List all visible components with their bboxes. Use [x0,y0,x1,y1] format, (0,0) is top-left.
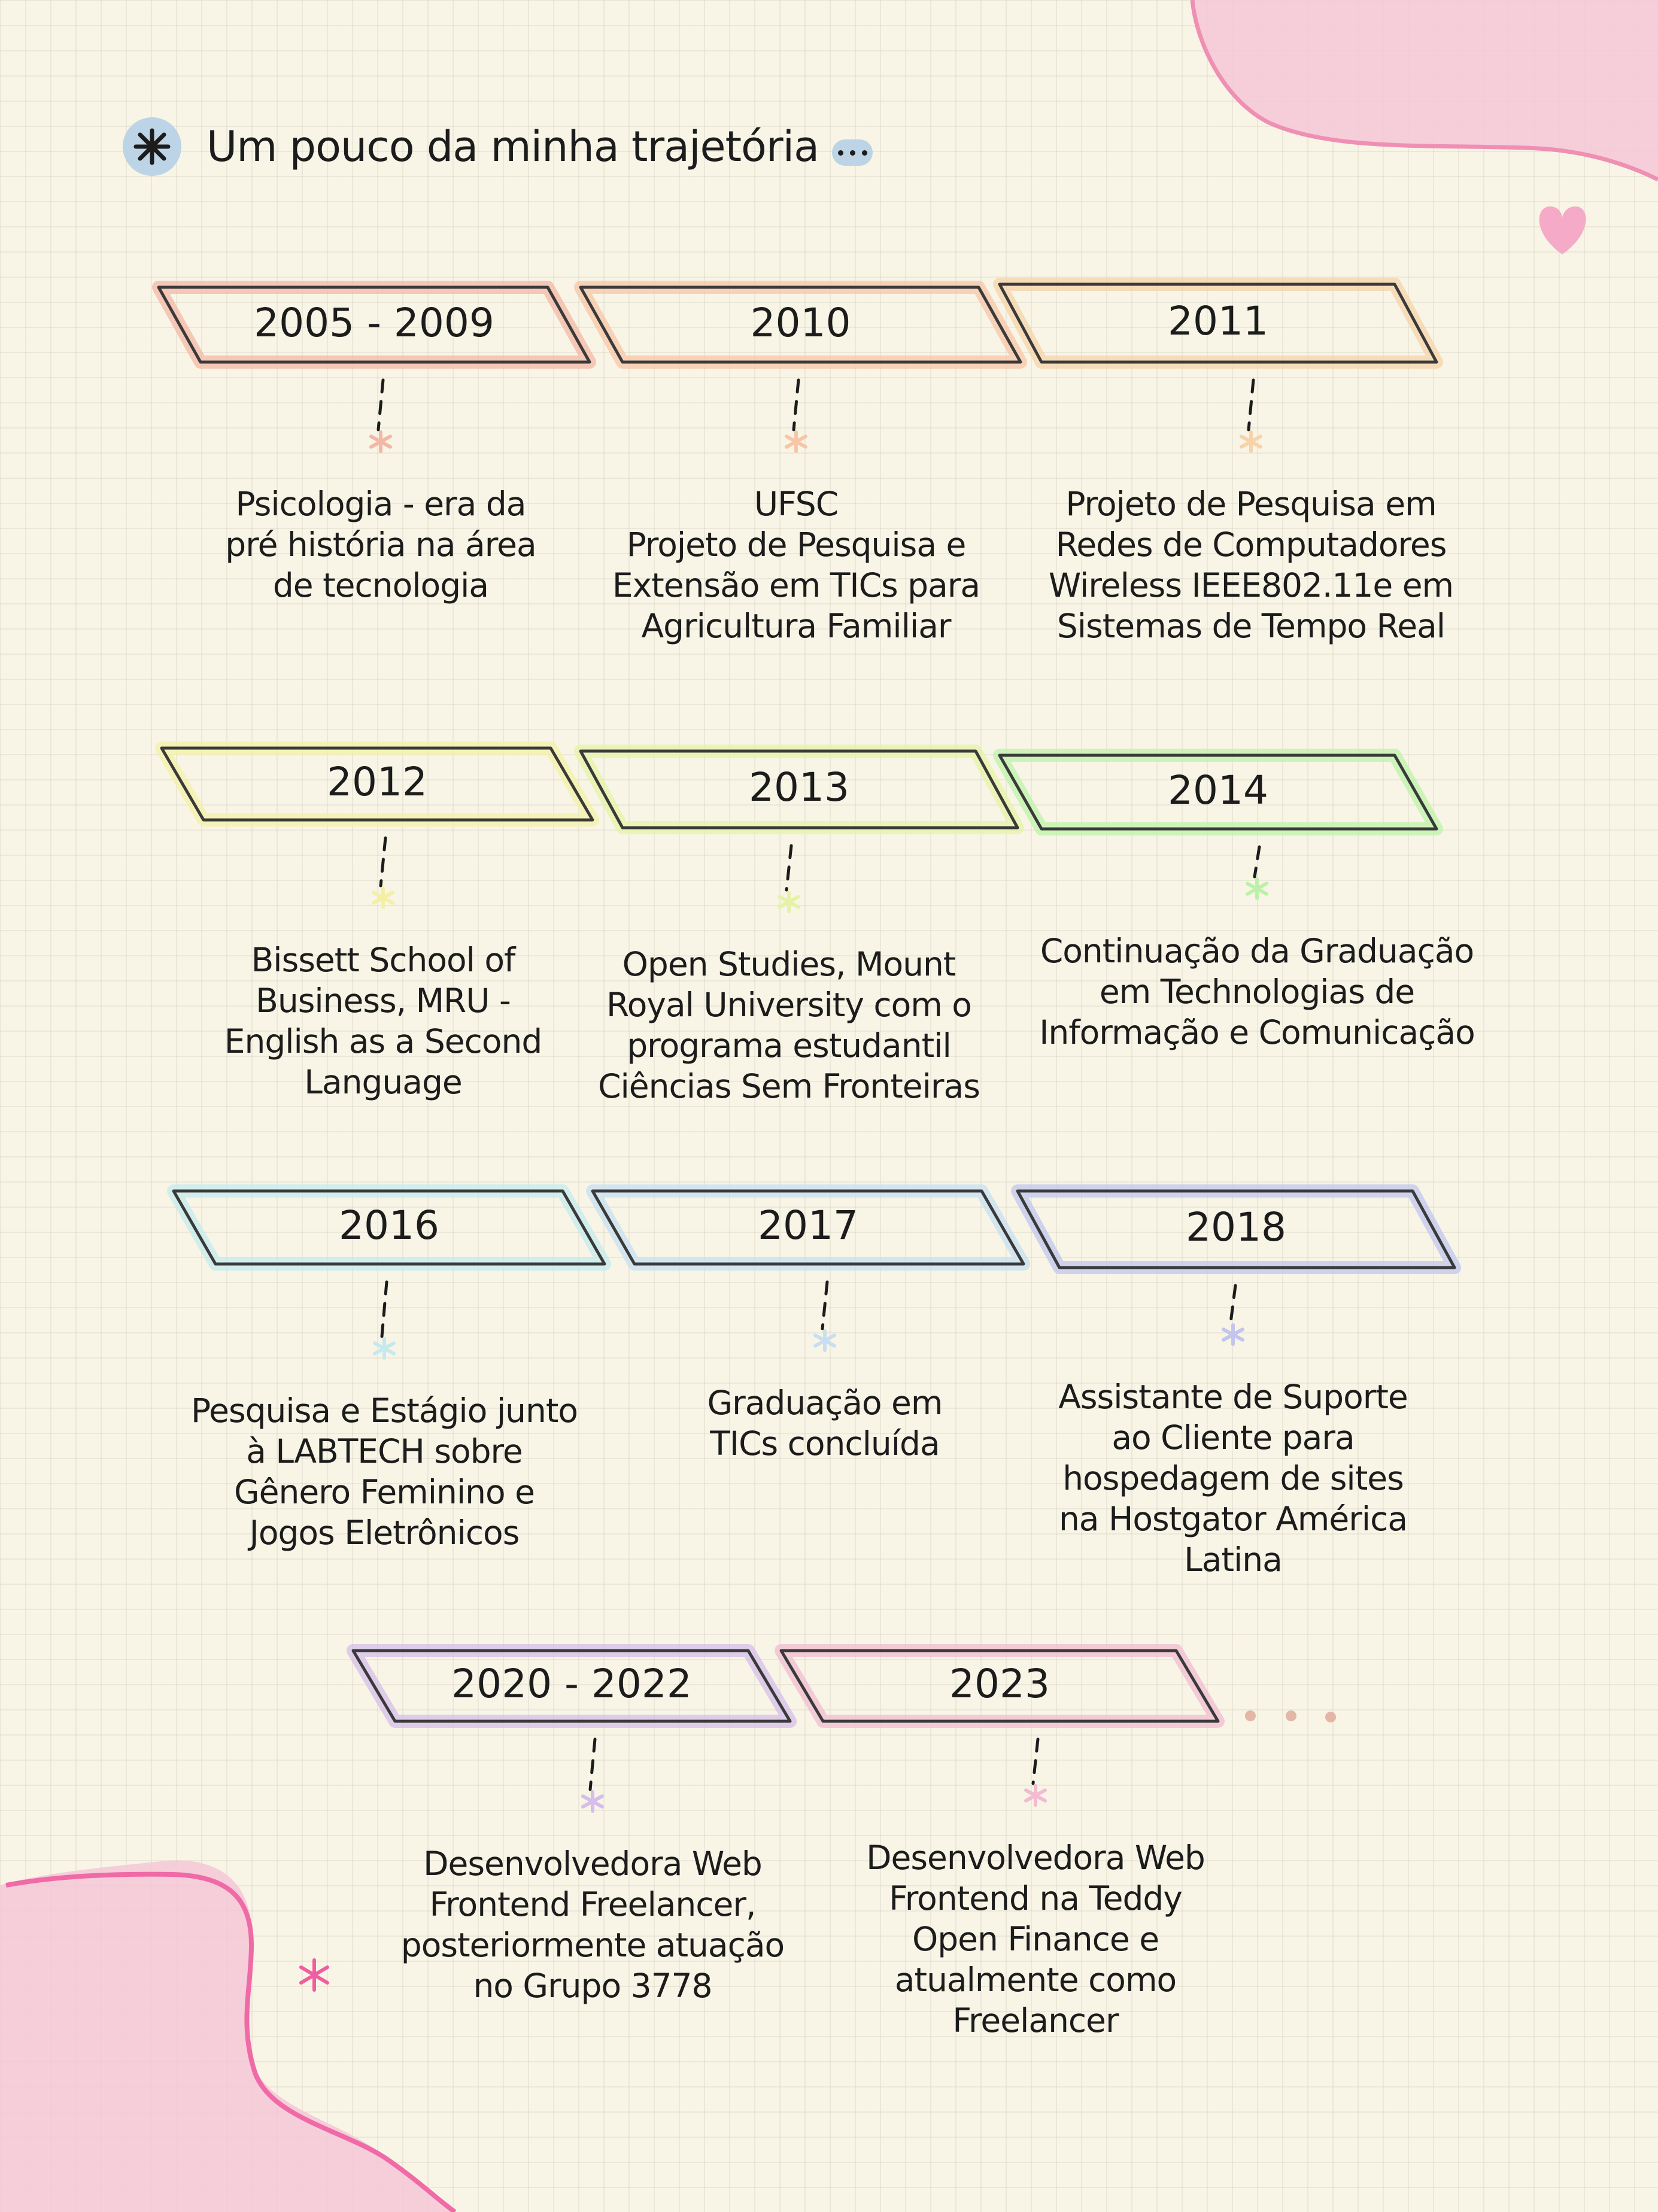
description-line: Language [304,1063,462,1101]
timeline-description: Desenvolvedora Web Frontend Freelancer, po… [400,1843,785,2006]
timeline-description: Open Studies, Mount Royal University com … [598,944,980,1107]
timeline-year: 2014 [1168,767,1268,813]
description-line: Assistante de Suporte [1058,1378,1408,1416]
dashed-connector [588,1737,597,1791]
small-asterisk-icon [373,1337,396,1360]
dashed-connector [792,378,800,432]
small-pink-asterisk-icon [299,1958,329,1992]
description-line: Ciências Sem Fronteiras [598,1067,980,1105]
description-line: Projeto de Pesquisa em [1065,485,1437,523]
bottom-left-pink-blob [0,1860,455,2212]
description-line: Open Finance e [912,1920,1159,1958]
small-asterisk-icon [372,886,394,909]
description-line: posteriormente atuação [400,1926,785,1964]
timeline-description: Psicologia - era da pré história na área d… [225,484,536,606]
top-right-blob-outline [1190,0,1658,182]
description-line: no Grupo 3778 [473,1967,712,2005]
description-line: Jogos Eletrônicos [249,1514,520,1552]
description-line: English as a Second [224,1022,543,1061]
description-line: Sistemas de Tempo Real [1056,607,1446,645]
dashed-connector [380,1280,388,1338]
timeline-description: Projeto de Pesquisa em Redes de Computado… [1048,484,1454,646]
description-line: Royal University com o [606,986,972,1024]
description-line: Desenvolvedora Web [423,1845,763,1883]
continuation-dot [1245,1710,1256,1721]
description-line: Latina [1184,1540,1283,1579]
description-line: Pesquisa e Estágio junto [190,1391,578,1430]
description-line: hospedagem de sites [1062,1459,1404,1497]
description-line: Freelancer [952,2001,1119,2040]
description-line: Projeto de Pesquisa e [626,525,967,564]
small-asterisk-icon [1246,877,1268,900]
timeline-description: Bissett School of Business, MRU - English … [224,940,543,1102]
description-line: Desenvolvedora Web [866,1839,1205,1877]
small-asterisk-icon [369,430,392,453]
heart-icon [1539,206,1586,254]
description-line: Graduação em [707,1384,943,1422]
description-line: à LABTECH sobre [246,1432,523,1470]
small-asterisk-icon [1024,1784,1047,1807]
description-line: TICs concluída [710,1424,940,1463]
small-asterisk-icon [1222,1323,1244,1346]
continuation-dot [1286,1710,1296,1721]
description-line: Gênero Feminino e [234,1473,535,1511]
dashed-connector [785,844,793,892]
timeline-description: Graduação em TICs concluída [707,1382,943,1464]
description-line: Frontend Freelancer, [429,1885,757,1924]
small-asterisk-icon [581,1790,604,1813]
timeline-description: Assistante de Suporte ao Cliente para hosp… [1058,1377,1408,1580]
dashed-connector [821,1280,829,1330]
timeline-year: 2013 [749,764,849,810]
timeline-description: Desenvolvedora Web Frontend na Teddy Open … [866,1837,1205,2041]
description-line: programa estudantil [627,1026,951,1065]
description-line: Agricultura Familiar [641,607,951,645]
small-asterisk-icon [778,891,800,913]
description-line: em Technologias de [1099,973,1415,1011]
timeline-description: Continuação da Graduação em Technologias … [1039,931,1475,1053]
timeline-year: 2017 [758,1202,858,1248]
small-asterisk-icon [1240,430,1262,453]
timeline-year: 2018 [1186,1204,1286,1250]
description-line: Open Studies, Mount [622,945,956,983]
dashed-connector [376,378,385,432]
timeline-year: 2011 [1168,298,1268,344]
timeline-year: 2016 [339,1202,439,1248]
description-line: de tecnologia [272,566,489,604]
description-line: Informação e Comunicação [1039,1013,1475,1052]
description-line: Continuação da Graduação [1040,932,1474,970]
description-line: Wireless IEEE802.11e em [1048,566,1454,604]
description-line: pré história na área [225,525,536,564]
description-line: Frontend na Teddy [889,1879,1183,1918]
description-line: na Hostgator América [1058,1500,1408,1538]
timeline-year: 2012 [327,759,427,805]
dashed-connector [1247,378,1255,432]
timeline-year: 2023 [949,1661,1050,1707]
small-asterisk-icon [785,430,807,453]
dashed-connector [1229,1284,1237,1324]
dashed-connector [1253,845,1261,879]
description-line: Extensão em TICs para [612,566,980,604]
description-line: ao Cliente para [1112,1418,1355,1457]
top-right-pink-blob [1191,0,1658,180]
ellipsis-icon [832,139,873,166]
bottom-left-blob-outline [5,1871,457,2212]
description-line: UFSC [754,485,839,523]
timeline-description: UFSC Projeto de Pesquisa e Extensão em TIC… [612,484,980,646]
description-line: Business, MRU - [256,982,511,1020]
page-title: Um pouco da minha trajetória [207,122,819,171]
continuation-dot [1325,1712,1336,1722]
small-asterisk-icon [813,1329,836,1352]
description-line: Bissett School of [251,941,516,979]
description-line: Redes de Computadores [1055,525,1447,564]
page-heading: Um pouco da minha trajetória [123,114,873,180]
description-line: Psicologia - era da [235,485,527,523]
asterisk-icon [123,117,181,176]
timeline-year: 2010 [750,299,851,346]
dashed-connector [379,836,387,888]
timeline-description: Pesquisa e Estágio junto à LABTECH sobre G… [191,1390,578,1553]
timeline-year: 2020 - 2022 [451,1661,692,1707]
dashed-connector [1031,1737,1040,1785]
description-line: atualmente como [894,1961,1177,1999]
timeline-year: 2005 - 2009 [254,299,494,346]
